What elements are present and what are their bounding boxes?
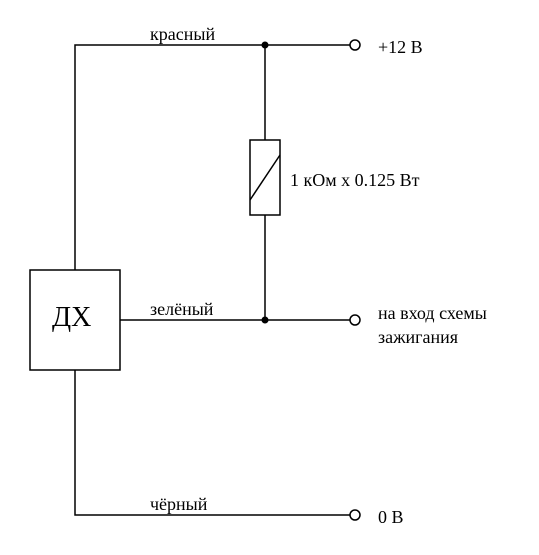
terminal-12v [350,40,360,50]
schematic-canvas [0,0,539,555]
wire-black [75,370,355,515]
terminal-output-label-line1: на вход схемы [378,303,487,324]
wire-red-label: красный [150,24,215,45]
wire-red [75,45,355,270]
terminal-0v [350,510,360,520]
wire-green-label: зелёный [150,299,213,320]
sensor-box-label: ДХ [52,302,91,334]
terminal-0v-label: 0 В [378,507,404,528]
wire-black-label: чёрный [150,494,207,515]
terminal-output-label-line2: зажигания [378,327,458,348]
terminal-output [350,315,360,325]
resistor-label: 1 кОм х 0.125 Вт [290,170,420,191]
terminal-12v-label: +12 В [378,37,423,58]
